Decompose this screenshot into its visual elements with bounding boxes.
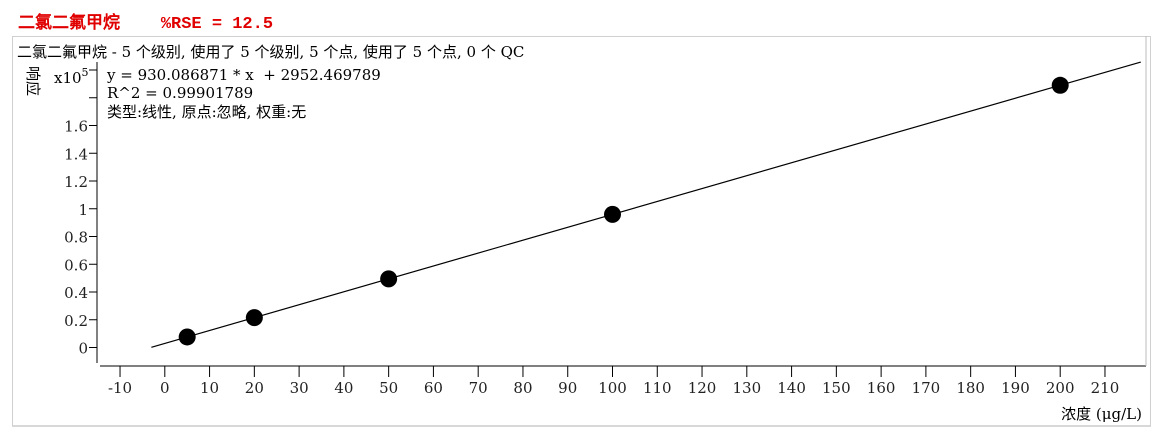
x-tick-label: 80: [513, 379, 532, 397]
x-tick-label: 120: [688, 379, 717, 397]
data-point: [604, 205, 621, 223]
chart-header: 二氯二氟甲烷 %RSE = 12.5: [18, 8, 273, 34]
y-tick-label: 0.6: [64, 256, 88, 274]
x-tick-label: 0: [160, 379, 170, 397]
fit-line: [151, 61, 1141, 348]
x-tick-label: 140: [777, 379, 806, 397]
x-tick-label: 10: [200, 379, 219, 397]
x-tick-label: 130: [732, 379, 761, 397]
x-tick-label: 190: [1001, 379, 1030, 397]
x-tick-label: 110: [643, 379, 672, 397]
rse-value: %RSE = 12.5: [160, 15, 274, 34]
y-axis-label: 响应: [24, 66, 42, 96]
fit-type: 类型:线性, 原点:忽略, 权重:无: [107, 103, 306, 121]
x-tick-label: 160: [867, 379, 896, 397]
y-tick-label: 0: [78, 340, 88, 358]
y-tick-label: 1: [78, 201, 88, 219]
x-tick-label: 60: [424, 379, 443, 397]
y-tick-label: 0.2: [64, 312, 88, 330]
x-tick-label: 30: [290, 379, 309, 397]
y-multiplier: x105: [54, 66, 89, 87]
data-point: [1051, 76, 1069, 94]
chart-title: 二氯二氟甲烷 - 5 个级别, 使用了 5 个级别, 5 个点, 使用了 5 个…: [17, 43, 524, 61]
x-tick-label: 40: [334, 379, 353, 397]
x-tick-label: 70: [469, 379, 488, 397]
y-tick-label: 1.4: [64, 145, 88, 163]
x-tick-label: 20: [245, 379, 264, 397]
data-point: [245, 309, 263, 327]
x-tick-label: 150: [822, 379, 851, 397]
x-tick-label: 50: [379, 379, 398, 397]
y-tick-label: 1.2: [64, 173, 88, 191]
chart-panel: [12, 36, 1151, 427]
fit-equation: y = 930.086871 * x + 2952.469789: [106, 66, 381, 84]
x-tick-label: 100: [598, 379, 627, 397]
x-tick-label: 170: [912, 379, 941, 397]
x-tick-label: -10: [108, 379, 132, 397]
x-axis-label: 浓度 (μg/L): [1061, 405, 1142, 423]
x-tick-label: 90: [558, 379, 577, 397]
x-tick-label: 200: [1046, 379, 1075, 397]
data-point: [178, 328, 196, 346]
y-tick-label: 0.8: [64, 229, 88, 247]
r-squared: R^2 = 0.99901789: [107, 84, 253, 102]
x-tick-label: 180: [956, 379, 985, 397]
data-point: [380, 270, 398, 288]
compound-name: 二氯二氟甲烷: [18, 15, 120, 34]
x-tick-label: 210: [1091, 379, 1120, 397]
y-tick-label: 0.4: [64, 284, 88, 302]
y-tick-label: 1.6: [64, 118, 88, 136]
